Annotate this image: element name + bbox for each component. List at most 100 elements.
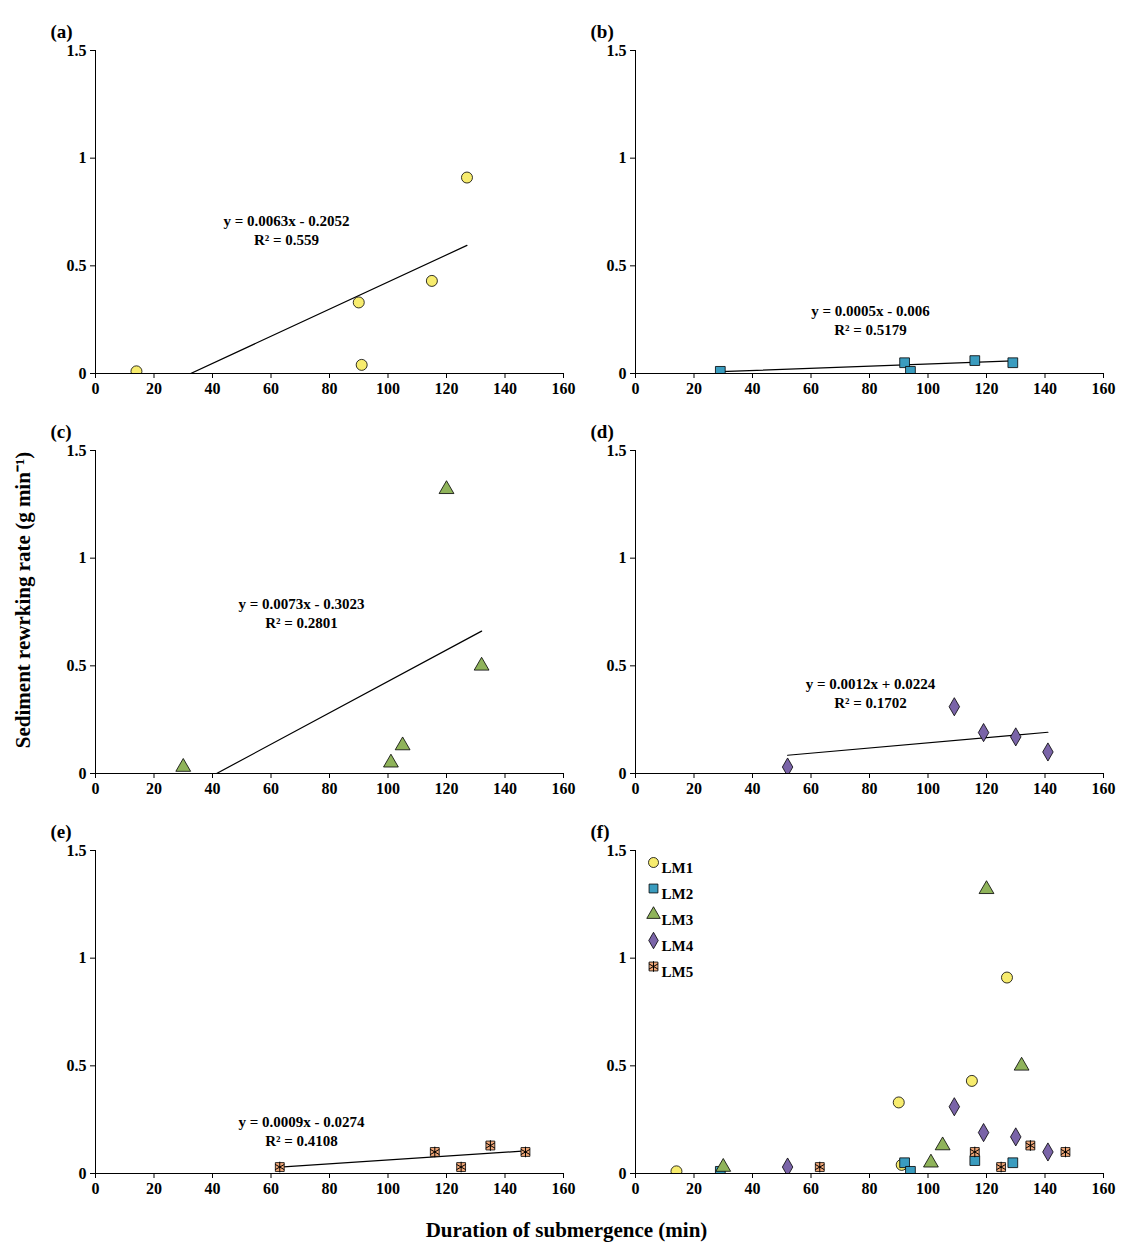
svg-text:20: 20 bbox=[686, 1180, 702, 1197]
svg-text:0.5: 0.5 bbox=[607, 1057, 627, 1074]
svg-text:100: 100 bbox=[376, 780, 400, 797]
svg-text:1.5: 1.5 bbox=[67, 442, 87, 459]
svg-text:80: 80 bbox=[862, 380, 878, 397]
svg-text:160: 160 bbox=[1092, 1180, 1116, 1197]
svg-text:1.5: 1.5 bbox=[607, 842, 627, 859]
svg-text:LM3: LM3 bbox=[662, 912, 694, 928]
svg-text:40: 40 bbox=[745, 380, 761, 397]
svg-text:0: 0 bbox=[79, 365, 87, 382]
svg-text:(c): (c) bbox=[51, 421, 72, 443]
svg-text:140: 140 bbox=[493, 780, 517, 797]
svg-text:160: 160 bbox=[552, 1180, 576, 1197]
svg-text:0: 0 bbox=[79, 765, 87, 782]
svg-text:R² = 0.1702: R² = 0.1702 bbox=[834, 695, 907, 711]
svg-text:0: 0 bbox=[632, 1180, 640, 1197]
svg-text:(f): (f) bbox=[591, 821, 610, 843]
svg-text:100: 100 bbox=[376, 1180, 400, 1197]
svg-text:40: 40 bbox=[745, 780, 761, 797]
svg-text:40: 40 bbox=[205, 1180, 221, 1197]
svg-text:y = 0.0063x - 0.2052: y = 0.0063x - 0.2052 bbox=[223, 213, 349, 229]
svg-text:1.5: 1.5 bbox=[607, 442, 627, 459]
svg-text:0: 0 bbox=[619, 765, 627, 782]
svg-text:R² = 0.559: R² = 0.559 bbox=[254, 232, 319, 248]
svg-text:0: 0 bbox=[632, 780, 640, 797]
svg-text:0.5: 0.5 bbox=[67, 257, 87, 274]
svg-text:140: 140 bbox=[493, 1180, 517, 1197]
svg-text:40: 40 bbox=[205, 380, 221, 397]
svg-text:y = 0.0012x + 0.0224: y = 0.0012x + 0.0224 bbox=[806, 676, 936, 692]
svg-text:0: 0 bbox=[92, 1180, 100, 1197]
svg-text:1: 1 bbox=[79, 949, 87, 966]
svg-text:60: 60 bbox=[263, 380, 279, 397]
svg-text:LM1: LM1 bbox=[662, 860, 694, 876]
svg-text:40: 40 bbox=[205, 780, 221, 797]
svg-text:1: 1 bbox=[79, 149, 87, 166]
svg-text:0.5: 0.5 bbox=[607, 257, 627, 274]
svg-text:1: 1 bbox=[619, 549, 627, 566]
svg-text:60: 60 bbox=[263, 780, 279, 797]
svg-text:60: 60 bbox=[803, 380, 819, 397]
svg-text:160: 160 bbox=[1092, 780, 1116, 797]
svg-text:20: 20 bbox=[146, 1180, 162, 1197]
svg-text:120: 120 bbox=[435, 780, 459, 797]
svg-text:1.5: 1.5 bbox=[67, 842, 87, 859]
svg-text:140: 140 bbox=[1033, 380, 1057, 397]
svg-text:80: 80 bbox=[322, 1180, 338, 1197]
svg-text:20: 20 bbox=[686, 780, 702, 797]
svg-text:y = 0.0073x - 0.3023: y = 0.0073x - 0.3023 bbox=[238, 596, 364, 612]
svg-text:120: 120 bbox=[435, 380, 459, 397]
svg-text:0: 0 bbox=[619, 365, 627, 382]
svg-text:80: 80 bbox=[862, 1180, 878, 1197]
svg-text:0.5: 0.5 bbox=[67, 657, 87, 674]
svg-text:LM2: LM2 bbox=[662, 886, 694, 902]
svg-text:0: 0 bbox=[92, 380, 100, 397]
svg-text:(b): (b) bbox=[591, 21, 614, 43]
svg-text:140: 140 bbox=[1033, 780, 1057, 797]
svg-text:160: 160 bbox=[552, 780, 576, 797]
svg-text:1: 1 bbox=[79, 549, 87, 566]
svg-text:(e): (e) bbox=[51, 821, 72, 843]
svg-text:120: 120 bbox=[975, 1180, 999, 1197]
svg-text:0.5: 0.5 bbox=[67, 1057, 87, 1074]
svg-text:60: 60 bbox=[803, 1180, 819, 1197]
svg-text:60: 60 bbox=[263, 1180, 279, 1197]
svg-text:R² = 0.5179: R² = 0.5179 bbox=[834, 322, 907, 338]
svg-text:(a): (a) bbox=[51, 21, 73, 43]
svg-text:0: 0 bbox=[619, 1165, 627, 1182]
svg-text:100: 100 bbox=[916, 380, 940, 397]
svg-text:100: 100 bbox=[916, 1180, 940, 1197]
svg-text:100: 100 bbox=[376, 380, 400, 397]
svg-text:20: 20 bbox=[146, 780, 162, 797]
svg-text:120: 120 bbox=[435, 1180, 459, 1197]
svg-text:R² = 0.4108: R² = 0.4108 bbox=[265, 1133, 338, 1149]
svg-text:120: 120 bbox=[975, 380, 999, 397]
svg-text:0: 0 bbox=[92, 780, 100, 797]
svg-text:20: 20 bbox=[686, 380, 702, 397]
html-text:Sediment rewrking rate (g min⁻: Sediment rewrking rate (g min⁻¹) bbox=[11, 451, 35, 749]
svg-text:LM4: LM4 bbox=[662, 938, 694, 954]
svg-text:40: 40 bbox=[745, 1180, 761, 1197]
svg-text:y = 0.0005x - 0.006: y = 0.0005x - 0.006 bbox=[811, 303, 930, 319]
svg-text:120: 120 bbox=[975, 780, 999, 797]
svg-text:0: 0 bbox=[632, 380, 640, 397]
svg-text:0: 0 bbox=[79, 1165, 87, 1182]
svg-text:60: 60 bbox=[803, 780, 819, 797]
svg-text:y = 0.0009x - 0.0274: y = 0.0009x - 0.0274 bbox=[238, 1114, 365, 1130]
svg-text:80: 80 bbox=[862, 780, 878, 797]
svg-text:R² = 0.2801: R² = 0.2801 bbox=[265, 615, 338, 631]
svg-text:(d): (d) bbox=[591, 421, 614, 443]
svg-text:0.5: 0.5 bbox=[607, 657, 627, 674]
svg-text:1: 1 bbox=[619, 949, 627, 966]
svg-text:20: 20 bbox=[146, 380, 162, 397]
svg-text:1.5: 1.5 bbox=[607, 42, 627, 59]
svg-text:LM5: LM5 bbox=[662, 964, 694, 980]
svg-text:80: 80 bbox=[322, 780, 338, 797]
svg-text:160: 160 bbox=[552, 380, 576, 397]
svg-text:80: 80 bbox=[322, 380, 338, 397]
svg-text:160: 160 bbox=[1092, 380, 1116, 397]
svg-text:1: 1 bbox=[619, 149, 627, 166]
svg-text:140: 140 bbox=[493, 380, 517, 397]
svg-text:1.5: 1.5 bbox=[67, 42, 87, 59]
svg-text:140: 140 bbox=[1033, 1180, 1057, 1197]
svg-text:100: 100 bbox=[916, 780, 940, 797]
